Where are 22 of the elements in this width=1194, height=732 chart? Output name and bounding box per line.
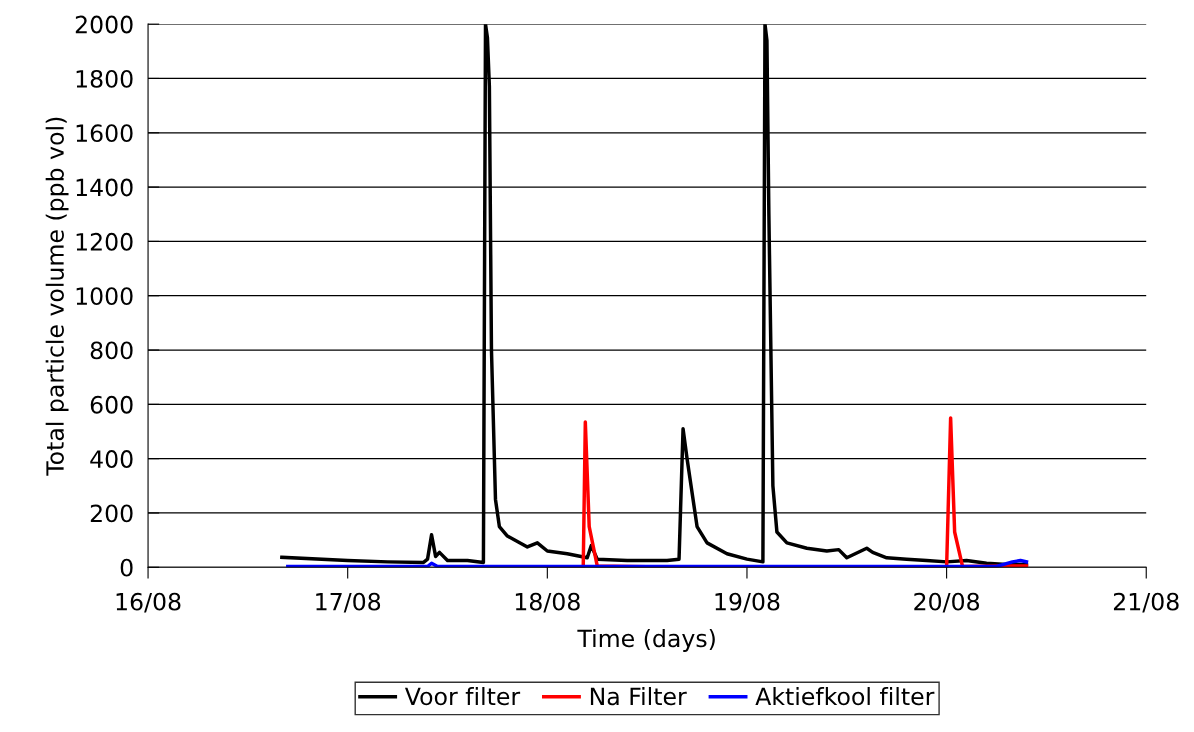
y-tick-label: 1800 — [76, 69, 133, 88]
y-tick-label: 800 — [90, 341, 133, 360]
legend-label: Voor filter — [404, 687, 521, 706]
legend-label: Na Filter — [590, 687, 687, 706]
y-tick-label: 1000 — [76, 287, 133, 306]
y-tick-label: 0 — [120, 558, 133, 577]
x-tick-label: 20/08 — [914, 592, 980, 613]
y-tick-label: 1600 — [76, 124, 133, 143]
x-tick-label: 21/08 — [1113, 592, 1179, 613]
x-axis-title: Time (days) — [577, 629, 715, 652]
y-tick-label: 1400 — [76, 178, 133, 197]
y-axis-title: Total particle volume (ppb vol) — [45, 117, 69, 476]
legend-label: Aktiefkool filter — [755, 687, 935, 706]
x-tick-label: 19/08 — [715, 592, 780, 613]
y-tick-label: 2000 — [75, 15, 133, 34]
x-tick-label: 16/08 — [116, 592, 181, 613]
y-tick-label: 1200 — [76, 232, 133, 251]
y-tick-label: 200 — [90, 504, 133, 523]
x-tick-label: 18/08 — [515, 592, 580, 613]
y-tick-label: 600 — [90, 395, 133, 414]
y-tick-label: 400 — [90, 450, 133, 468]
x-tick-label: 17/08 — [316, 592, 381, 613]
